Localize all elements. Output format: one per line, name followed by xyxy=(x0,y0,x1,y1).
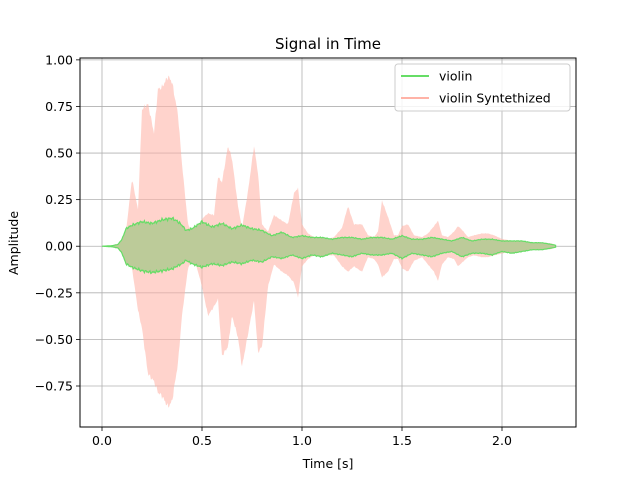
x-axis-label: Time [s] xyxy=(302,456,354,471)
legend-label: violin xyxy=(439,69,472,84)
y-tick-label: 1.00 xyxy=(45,52,73,67)
plot-area xyxy=(101,75,557,408)
x-tick-label: 0.0 xyxy=(92,433,112,448)
y-tick-label: 0.50 xyxy=(45,146,73,161)
legend-label: violin Syntethized xyxy=(439,91,551,106)
y-tick-label: −0.50 xyxy=(35,332,73,347)
legend: violin violin Syntethized xyxy=(394,63,571,112)
y-tick-label: −0.25 xyxy=(35,285,73,300)
y-tick-label: 0.00 xyxy=(45,239,73,254)
x-axis: 0.0 0.5 1.0 1.5 2.0 xyxy=(92,427,512,448)
y-tick-label: 0.25 xyxy=(45,192,73,207)
violin-signal-area xyxy=(101,216,557,275)
x-tick-label: 1.5 xyxy=(392,433,412,448)
x-tick-label: 0.5 xyxy=(192,433,212,448)
legend-box xyxy=(394,63,571,112)
y-axis-label: Amplitude xyxy=(6,211,21,275)
y-axis: −0.75 −0.50 −0.25 0.00 0.25 0.50 0.75 1.00 xyxy=(35,52,80,394)
axes-frame xyxy=(79,57,577,428)
y-tick-label: −0.75 xyxy=(35,379,73,394)
chart-title: Signal in Time xyxy=(275,35,381,53)
x-tick-label: 2.0 xyxy=(492,433,512,448)
x-tick-label: 1.0 xyxy=(292,433,312,448)
y-tick-label: 0.75 xyxy=(45,99,73,114)
